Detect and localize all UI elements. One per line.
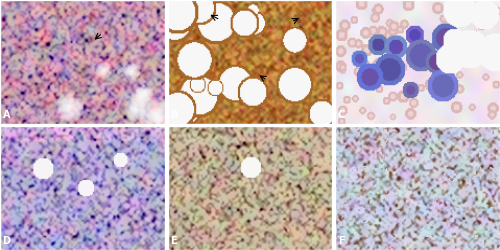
Text: B: B — [170, 110, 177, 120]
Text: E: E — [170, 236, 177, 246]
Text: F: F — [338, 236, 344, 246]
Text: A: A — [2, 110, 10, 120]
Text: C: C — [338, 110, 345, 120]
Text: D: D — [2, 236, 10, 246]
